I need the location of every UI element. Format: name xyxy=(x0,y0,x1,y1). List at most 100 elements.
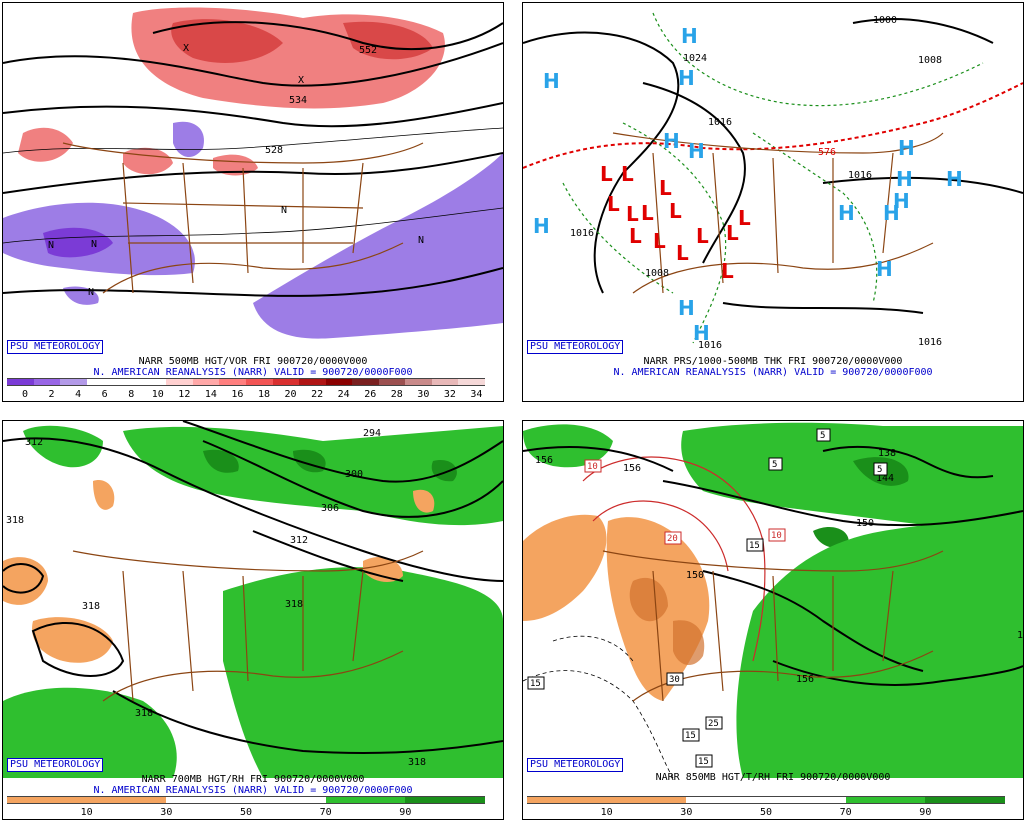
contour-label: 318 xyxy=(82,601,100,612)
colorbar-tick-label: 16 xyxy=(231,389,244,400)
colorbar-segment xyxy=(113,378,141,386)
thickness-label: 576 xyxy=(818,147,836,158)
contour-label: 534 xyxy=(289,95,307,106)
colorbar-rh xyxy=(527,796,1006,804)
colorbar-tick-label: 22 xyxy=(311,389,324,400)
colorbar-ticks: 0 2 4 6 8 10 12 14 16 18 20 22 24 26 28 30 32 34 xyxy=(7,389,485,400)
colorbar-tick-label: 18 xyxy=(257,389,271,400)
isobar-label: 1016 xyxy=(708,117,732,128)
x-marker: X xyxy=(183,43,189,54)
n-marker: N xyxy=(48,240,54,251)
colorbar-segment xyxy=(766,796,847,804)
high-pressure-marker: H xyxy=(688,139,705,163)
map-850mb: 156 156 150 138 144 150 156 5 5 5 10 10 … xyxy=(523,421,1023,778)
colorbar-tick-label: 0 xyxy=(21,389,29,400)
colorbar-tick-label: 90 xyxy=(399,807,412,818)
panel-700mb-rh: 312 318 294 300 306 312 318 318 318 318 … xyxy=(2,420,504,820)
contour-label: 312 xyxy=(290,535,308,546)
contour-label: 528 xyxy=(265,145,283,156)
colorbar-segment xyxy=(33,378,61,386)
contour-label: 552 xyxy=(359,45,377,56)
colorbar-segment xyxy=(7,378,35,386)
temperature-label-box: 15 xyxy=(682,728,700,742)
map-title: NARR 700MB HGT/RH FRI 900720/0000V000 xyxy=(141,774,365,785)
contour-label: 318 xyxy=(285,599,303,610)
colorbar-segment xyxy=(246,796,327,804)
colorbar-segment xyxy=(166,378,194,386)
colorbar-tick-label: 90 xyxy=(919,807,932,818)
colorbar-segment xyxy=(606,796,687,804)
high-pressure-marker: H xyxy=(543,69,560,93)
contour-label: 1 xyxy=(1017,630,1023,641)
colorbar-segment xyxy=(166,796,247,804)
panel-850mb-t-rh: 156 156 150 138 144 150 156 5 5 5 10 10 … xyxy=(522,420,1024,820)
colorbar-segment xyxy=(192,378,220,386)
high-pressure-marker: H xyxy=(678,296,695,320)
colorbar-segment xyxy=(272,378,300,386)
high-pressure-marker: H xyxy=(533,214,550,238)
low-pressure-marker: L xyxy=(626,202,639,226)
colorbar-tick-label: 8 xyxy=(128,389,135,400)
temperature-label-box: 20 xyxy=(664,531,682,545)
high-pressure-marker: H xyxy=(876,257,893,281)
colorbar-segment xyxy=(405,378,433,386)
svg-text:15: 15 xyxy=(698,757,709,767)
low-pressure-marker: L xyxy=(629,224,642,248)
map-valid-line: N. AMERICAN REANALYSIS (NARR) VALID = 90… xyxy=(613,367,933,378)
colorbar-tick-label: 70 xyxy=(839,807,852,818)
low-pressure-marker: L xyxy=(621,162,634,186)
temperature-label-box: 10 xyxy=(584,459,602,473)
colorbar-tick-label: 30 xyxy=(417,389,430,400)
svg-text:15: 15 xyxy=(749,541,760,551)
map-valid-line: N. AMERICAN REANALYSIS (NARR) VALID = 90… xyxy=(93,367,413,378)
low-pressure-marker: L xyxy=(653,229,666,253)
high-pressure-marker: H xyxy=(883,201,900,225)
colorbar-segment xyxy=(458,378,486,386)
n-marker: N xyxy=(418,235,424,246)
high-pressure-marker: H xyxy=(663,129,680,153)
map-700mb: 312 318 294 300 306 312 318 318 318 318 xyxy=(3,421,503,778)
colorbar-segment xyxy=(431,378,459,386)
colorbar-tick-label: 10 xyxy=(80,807,93,818)
colorbar-tick-label: 10 xyxy=(151,389,164,400)
isobar-label: 1008 xyxy=(918,55,942,66)
low-pressure-marker: L xyxy=(696,224,709,248)
colorbar-tick-label: 50 xyxy=(759,807,773,818)
low-pressure-marker: L xyxy=(676,241,689,265)
low-pressure-marker: L xyxy=(607,192,620,216)
psu-meteorology-badge: PSU METEOROLOGY xyxy=(7,340,104,354)
isobar-label: 1000 xyxy=(873,15,897,26)
colorbar-tick-label: 50 xyxy=(239,807,253,818)
colorbar-ticks: 10 30 50 70 90 xyxy=(527,807,1005,818)
contour-label: 300 xyxy=(345,469,363,480)
psu-meteorology-badge: PSU METEOROLOGY xyxy=(527,758,624,772)
n-marker: N xyxy=(91,239,97,250)
svg-text:20: 20 xyxy=(667,534,678,544)
colorbar-vorticity xyxy=(7,378,486,386)
contour-label: 306 xyxy=(321,503,339,514)
high-pressure-marker: H xyxy=(896,167,913,191)
colorbar-ticks: 10 30 50 70 90 xyxy=(7,807,485,818)
contour-label: 156 xyxy=(623,463,641,474)
isobar-label: 1016 xyxy=(570,228,594,239)
svg-text:10: 10 xyxy=(587,462,598,472)
map-valid-line: N. AMERICAN REANALYSIS (NARR) VALID = 90… xyxy=(93,785,413,796)
colorbar-tick-label: 30 xyxy=(160,807,173,818)
svg-text:5: 5 xyxy=(772,460,777,470)
colorbar-tick-label: 14 xyxy=(204,389,217,400)
low-pressure-marker: L xyxy=(738,206,751,230)
colorbar-segment xyxy=(352,378,380,386)
map-title: NARR PRS/1000-500MB THK FRI 900720/0000V… xyxy=(643,356,903,367)
colorbar-tick-label: 20 xyxy=(284,389,297,400)
colorbar-segment xyxy=(325,378,353,386)
isobar-label: 1024 xyxy=(683,53,707,64)
isobar-label: 1016 xyxy=(698,340,722,351)
temperature-label-box: 5 xyxy=(873,462,888,476)
temperature-label-box: 5 xyxy=(816,428,831,442)
map-title: NARR 850MB HGT/T/RH FRI 900720/0000V000 xyxy=(655,772,891,783)
panel-500mb-vorticity: 552 528 534 N N N N N X X PSU METEOROLOG… xyxy=(2,2,504,402)
svg-text:15: 15 xyxy=(530,679,541,689)
low-pressure-marker: L xyxy=(721,259,734,283)
colorbar-tick-label: 10 xyxy=(600,807,613,818)
colorbar-segment xyxy=(246,378,274,386)
